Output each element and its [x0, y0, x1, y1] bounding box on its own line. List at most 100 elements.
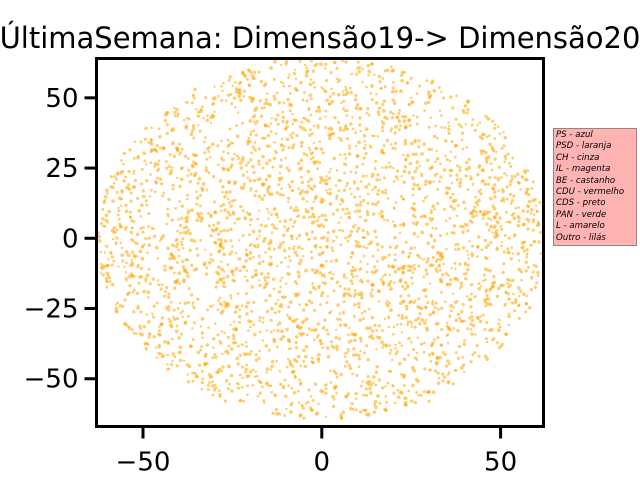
scatter-point: [446, 341, 450, 345]
scatter-point: [195, 202, 199, 206]
scatter-point: [287, 146, 291, 150]
scatter-point: [449, 204, 453, 209]
scatter-point: [355, 274, 359, 278]
scatter-point: [413, 356, 418, 360]
scatter-point: [292, 71, 297, 76]
scatter-point: [248, 257, 252, 261]
scatter-point: [434, 301, 438, 305]
scatter-point: [256, 374, 259, 378]
scatter-point: [266, 272, 270, 276]
scatter-point: [486, 211, 490, 215]
scatter-point: [338, 323, 343, 327]
scatter-point: [128, 148, 132, 152]
legend-entry: CDS - preto: [556, 198, 606, 209]
scatter-point: [244, 305, 249, 309]
legend-entry: CDU - vermelho: [556, 187, 625, 198]
scatter-point: [353, 292, 358, 296]
scatter-point: [256, 245, 260, 249]
scatter-point: [503, 160, 507, 164]
scatter-point: [313, 308, 317, 312]
scatter-point: [247, 136, 251, 140]
scatter-point: [502, 131, 505, 134]
scatter-point: [395, 323, 399, 326]
scatter-point: [258, 99, 262, 103]
scatter-point: [215, 280, 220, 285]
scatter-point: [334, 258, 339, 263]
scatter-point: [310, 256, 314, 260]
scatter-point: [243, 275, 247, 279]
scatter-point: [221, 280, 226, 285]
scatter-point: [406, 323, 409, 326]
scatter-point: [426, 241, 430, 246]
scatter-point: [358, 267, 362, 271]
scatter-point: [390, 358, 394, 362]
scatter-point: [444, 219, 448, 223]
scatter-point: [403, 287, 407, 291]
scatter-point: [288, 92, 292, 95]
scatter-point: [495, 294, 500, 299]
scatter-point: [224, 190, 229, 195]
scatter-point: [150, 188, 153, 192]
scatter-point: [460, 309, 464, 314]
scatter-point: [362, 133, 367, 138]
scatter-point: [373, 185, 378, 190]
scatter-point: [366, 262, 369, 266]
scatter-point: [488, 175, 492, 180]
y-tick-label: 50: [45, 84, 78, 114]
scatter-point: [272, 208, 276, 211]
scatter-point: [318, 339, 322, 343]
scatter-point: [220, 84, 223, 88]
scatter-point: [468, 240, 471, 243]
scatter-point: [159, 352, 163, 356]
scatter-point: [441, 351, 445, 354]
scatter-point: [384, 344, 388, 348]
scatter-point: [422, 390, 427, 394]
scatter-point: [371, 336, 375, 341]
scatter-point: [506, 152, 510, 156]
scatter-point: [272, 277, 276, 281]
scatter-point: [439, 175, 443, 179]
scatter-point: [431, 299, 435, 303]
scatter-point: [486, 243, 490, 248]
scatter-point: [500, 244, 504, 248]
scatter-point: [289, 300, 293, 304]
scatter-point: [251, 384, 255, 387]
scatter-point: [137, 281, 141, 285]
scatter-point: [305, 99, 309, 103]
scatter-point: [392, 325, 396, 329]
scatter-point: [127, 325, 130, 328]
scatter-point: [144, 277, 148, 281]
scatter-point: [377, 335, 382, 340]
scatter-point: [181, 315, 184, 319]
scatter-point: [503, 234, 507, 237]
scatter-point: [311, 156, 315, 159]
scatter-point: [452, 306, 455, 309]
scatter-point: [226, 335, 230, 339]
scatter-point: [338, 312, 342, 315]
scatter-point: [150, 126, 153, 129]
scatter-point: [371, 282, 375, 286]
scatter-point: [392, 391, 396, 395]
scatter-point: [507, 314, 511, 319]
scatter-point: [123, 265, 126, 269]
scatter-point: [293, 357, 297, 362]
scatter-point: [215, 370, 219, 375]
legend-entry: L - amarelo: [556, 221, 605, 232]
scatter-point: [388, 288, 392, 291]
scatter-point: [293, 374, 297, 378]
scatter-point: [224, 99, 228, 103]
scatter-point: [281, 81, 285, 85]
scatter-point: [357, 353, 361, 358]
scatter-point: [207, 171, 211, 175]
scatter-point: [394, 124, 398, 129]
scatter-point: [321, 224, 326, 229]
scatter-point: [409, 76, 413, 80]
scatter-point: [205, 118, 210, 123]
y-tick-label: −50: [24, 365, 79, 395]
scatter-point: [328, 202, 333, 206]
scatter-point: [326, 191, 329, 195]
scatter-point: [443, 126, 447, 130]
scatter-point: [241, 209, 245, 213]
scatter-point: [286, 196, 291, 200]
scatter-point: [352, 294, 356, 298]
